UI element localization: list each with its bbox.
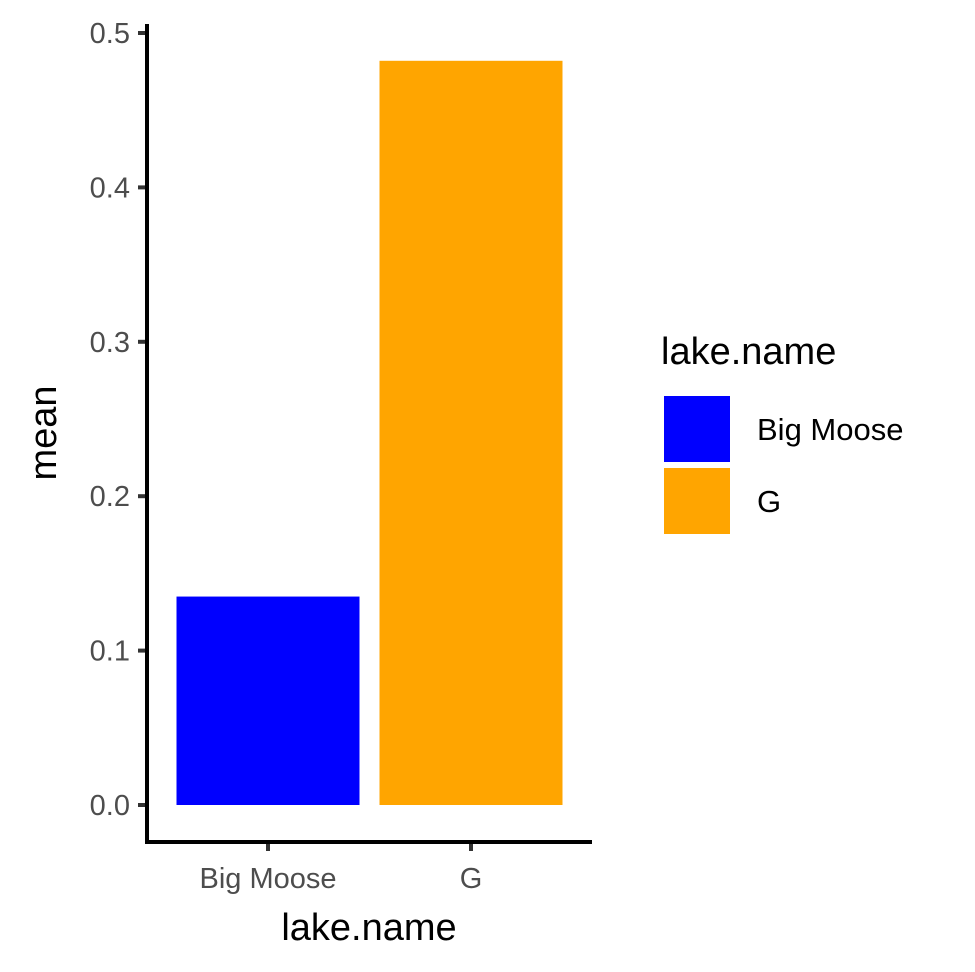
y-tick-label: 0.3 <box>90 327 130 359</box>
legend-items: Big Moose G <box>664 396 903 534</box>
y-axis-title: mean <box>23 385 65 480</box>
y-tick-label: 0.5 <box>90 18 130 50</box>
y-tick-label: 0.4 <box>90 172 130 204</box>
legend-key <box>664 468 730 534</box>
bar-g <box>379 60 563 806</box>
legend-label: G <box>757 484 781 519</box>
x-axis-ticks: Big Moose G <box>199 842 482 895</box>
y-tick-label: 0.2 <box>90 481 130 513</box>
x-tick-label: G <box>460 863 483 895</box>
y-tick-label: 0.1 <box>90 636 130 668</box>
bars-layer <box>176 60 563 806</box>
legend-title: lake.name <box>661 331 836 373</box>
y-axis-ticks: 0.0 0.1 0.2 0.3 0.4 0.5 <box>90 18 147 822</box>
legend: lake.name Big Moose G <box>661 331 903 534</box>
legend-label: Big Moose <box>757 412 903 447</box>
y-tick-label: 0.0 <box>90 790 130 822</box>
legend-key <box>664 396 730 462</box>
x-tick-label: Big Moose <box>199 863 336 895</box>
bar-big-moose <box>176 596 360 805</box>
x-axis-title: lake.name <box>281 907 456 949</box>
